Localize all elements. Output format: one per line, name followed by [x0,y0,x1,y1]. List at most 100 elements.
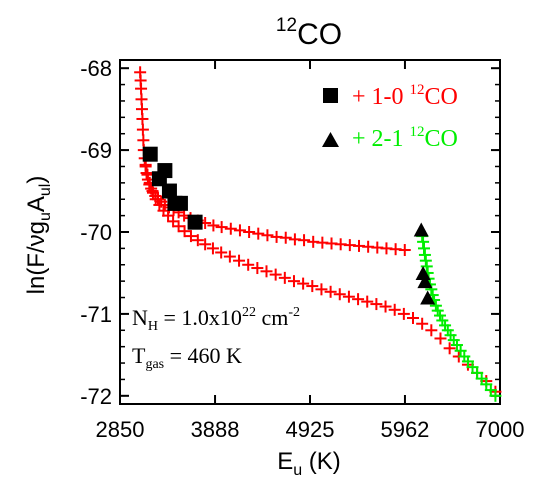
annotation-tgas: Tgas = 460 K [132,343,242,372]
plus-point [269,268,282,281]
square-point [157,163,173,179]
plus-point [184,230,197,243]
plus-point [306,280,319,293]
plus-point [135,82,148,95]
legend: + 1-0 12CO + 2-1 12CO [322,82,458,152]
plus-point [397,307,410,320]
plus-point [379,300,392,313]
nh-eq: = 1.0x10 [158,305,242,330]
plus-point [333,288,346,301]
plus-point [260,265,273,278]
x-tick-label: 5962 [380,417,429,442]
ylabel-mid: A [23,196,50,212]
nh-base: N [132,305,148,330]
y-tick-label: -69 [80,138,112,163]
legend-square-marker [323,88,338,103]
y-axis-label: ln(F/νguAul) [23,176,54,295]
plus-point [215,246,228,259]
plus-point [324,285,337,298]
square-point [142,146,158,162]
plus-point [199,238,212,251]
plus-point [425,283,438,296]
plus-point [416,317,429,330]
nh-unit: cm [256,305,288,330]
x-tick-label: 4925 [286,417,335,442]
plus-point [136,123,149,136]
plus-point [425,324,438,337]
legend-1-text: 1-0 [366,84,410,110]
x-tick-label: 3888 [191,417,240,442]
plus-point [298,234,311,247]
plus-point [315,283,328,296]
plus-point [242,258,255,271]
xlabel-unit: (K) [302,448,341,475]
plus-point [243,226,256,238]
legend-triangle-marker [322,132,339,147]
legend-2-text: 2-1 [366,126,410,152]
plus-point [252,227,265,240]
nh-unit-sup: -2 [288,305,300,320]
legend-2-sup: 12 [410,124,425,140]
square-point [187,214,203,230]
plus-point [191,234,204,247]
plus-point [443,342,456,355]
plus-point [215,221,228,234]
plus-point [223,250,236,263]
legend-2-plus: + [352,126,366,152]
y-tick-label: -72 [80,384,112,409]
legend-1-tail: CO [425,84,458,110]
chart-title: 12CO [276,15,342,51]
xlabel-sub: u [293,462,302,479]
plus-point [279,231,292,244]
plus-point [178,225,191,238]
legend-2-tail: CO [425,126,458,152]
plus-point [136,112,149,125]
x-tick-labels: 2850 3888 4925 5962 7000 [96,417,525,442]
legend-entry-1-0: + 1-0 12CO [352,82,458,110]
plus-point [342,290,355,303]
nh-sup: 22 [242,305,256,320]
triangle-point [413,222,429,237]
plus-point [388,303,401,316]
plus-point [398,244,411,257]
plus-point [370,298,383,311]
annotation-nh: NH = 1.0x1022 cm-2 [132,305,300,334]
plus-point [162,209,175,222]
t-sub: gas [145,357,164,372]
plus-point [224,222,237,235]
plus-point [297,277,310,290]
plus-point [352,293,365,306]
ylabel-sub2: ul [37,184,54,196]
legend-entry-2-1: + 2-1 12CO [352,124,458,152]
square-point [161,183,177,199]
ylabel-suffix: ) [23,176,50,184]
square-point [172,195,188,211]
plus-point [233,254,246,267]
t-eq: = 460 K [164,343,242,368]
plus-point [207,219,220,232]
triangle-point [415,265,431,280]
t-base: T [132,343,146,368]
ylabel-sub1: u [37,212,54,221]
nh-sub: H [148,319,158,334]
plus-point [261,229,274,242]
x-tick-label: 7000 [476,417,525,442]
y-tick-label: -68 [80,56,112,81]
y-tick-label: -70 [80,220,112,245]
legend-1-plus: + [352,84,366,110]
title-base: CO [297,18,342,51]
legend-1-sup: 12 [410,82,425,98]
plus-point [206,242,219,255]
plus-point [278,271,291,284]
title-sup: 12 [276,15,297,36]
plus-point [251,262,264,275]
plus-point [434,332,447,345]
y-tick-label: -71 [80,302,112,327]
ylabel-prefix: ln(F/νg [23,221,50,294]
plus-point [407,312,420,324]
triangle-point [420,290,436,305]
x-axis-label: Eu (K) [277,448,341,479]
plus-point [489,389,502,402]
x-tick-label: 2850 [96,417,145,442]
